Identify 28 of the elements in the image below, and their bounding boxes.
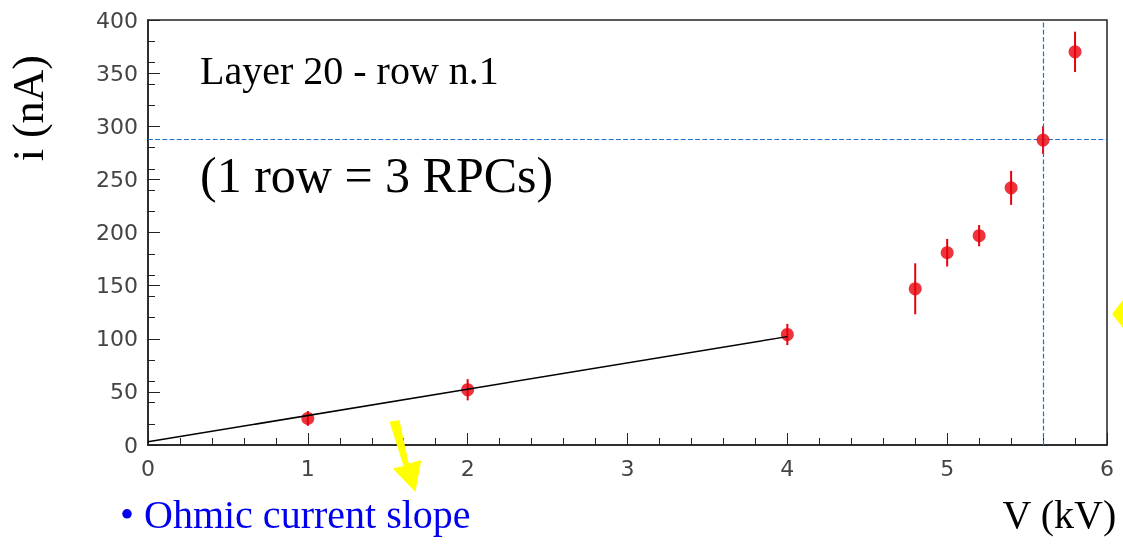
x-tick-label: 4 bbox=[780, 455, 795, 481]
point bbox=[908, 282, 922, 296]
y-tick-label: 400 bbox=[96, 7, 138, 33]
x-tick-label: 0 bbox=[141, 455, 155, 481]
y-tick-label: 300 bbox=[96, 113, 138, 139]
y-tick-label: 350 bbox=[96, 60, 138, 86]
y-axis-title: i (nA) bbox=[3, 54, 53, 162]
x-tick-label: 5 bbox=[940, 455, 955, 481]
y-tick-label: 250 bbox=[96, 166, 138, 192]
text: • Ohmic current slope bbox=[120, 491, 471, 537]
point bbox=[1004, 181, 1018, 195]
point bbox=[1068, 45, 1082, 59]
point bbox=[972, 229, 986, 243]
x-axis-title: V (kV) bbox=[1002, 491, 1117, 537]
y-tick-label: 50 bbox=[110, 379, 138, 405]
x-tick-label: 6 bbox=[1100, 455, 1114, 481]
y-tick-label: 100 bbox=[96, 326, 138, 352]
point bbox=[780, 328, 794, 341]
text: (1 row = 3 RPCs) bbox=[200, 147, 554, 203]
point bbox=[1036, 133, 1050, 147]
x-tick-label: 3 bbox=[620, 455, 635, 481]
y-tick-label: 200 bbox=[96, 220, 138, 245]
y-tick-label: 150 bbox=[96, 273, 138, 299]
text: Layer 20 - row n.1 bbox=[200, 47, 499, 93]
point bbox=[940, 246, 954, 260]
y-tick-label: 0 bbox=[124, 432, 138, 458]
x-tick-label: 2 bbox=[460, 455, 475, 481]
x-tick-label: 1 bbox=[300, 455, 315, 481]
